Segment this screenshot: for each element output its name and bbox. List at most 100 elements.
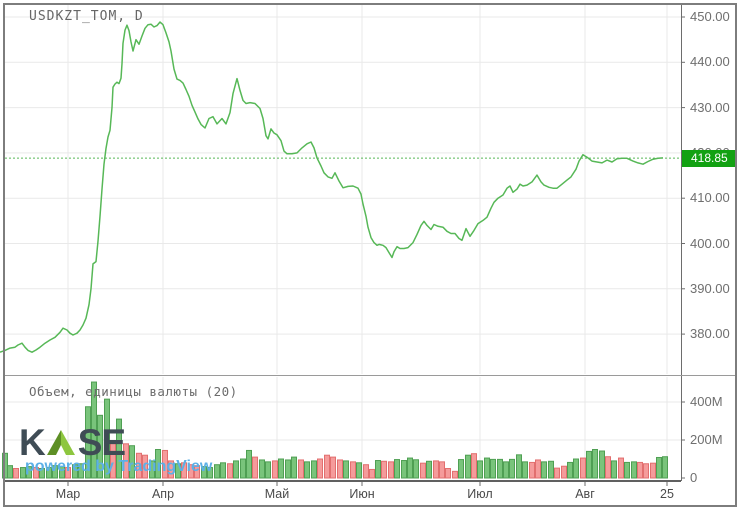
volume-bar	[26, 466, 32, 479]
volume-bar	[369, 468, 375, 479]
powered-by-tradingview-link[interactable]: powered by TradingView	[25, 458, 213, 475]
volume-bar	[599, 450, 605, 479]
volume-bar	[535, 459, 541, 479]
volume-bar	[59, 466, 65, 479]
volume-bar	[611, 460, 617, 479]
volume-bar	[343, 460, 349, 479]
last-price-badge: 418.85	[682, 149, 735, 167]
volume-bar	[573, 458, 579, 479]
symbol-label: USDKZT_TOM, D	[29, 9, 144, 24]
volume-bar	[407, 457, 413, 479]
volume-bar	[433, 460, 439, 479]
volume-bar	[13, 468, 19, 479]
volume-bar	[637, 461, 643, 479]
volume-bar	[452, 470, 458, 479]
pane-separator[interactable]	[5, 375, 735, 376]
price-tick-label: 390.00	[690, 280, 730, 296]
volume-bar	[142, 454, 148, 479]
volume-bar	[78, 463, 84, 479]
price-tick-label: 380.00	[690, 326, 730, 342]
volume-bar	[233, 460, 239, 479]
volume-bar	[388, 461, 394, 479]
volume-bar	[509, 458, 515, 479]
volume-bar	[85, 406, 91, 479]
time-tick-label: Июн	[349, 487, 375, 501]
price-tick-label: 400.00	[690, 235, 730, 251]
volume-bar	[7, 465, 13, 479]
volume-bar	[97, 414, 103, 479]
volume-bar	[181, 462, 187, 479]
volume-bar	[207, 467, 213, 479]
volume-bar	[477, 460, 483, 479]
volume-bar	[39, 468, 45, 479]
volume-bar	[252, 456, 258, 479]
volume-bar	[136, 452, 142, 479]
volume-tick-label: 0	[690, 470, 698, 485]
price-tick-label: 450.00	[690, 9, 730, 24]
time-tick-label: Апр	[151, 487, 175, 501]
volume-bar	[33, 467, 39, 479]
volume-bar	[2, 452, 8, 479]
volume-bar	[116, 418, 122, 479]
volume-bar	[516, 454, 522, 479]
volume-bar	[490, 458, 496, 479]
volume-bar	[317, 458, 323, 479]
volume-bar	[291, 456, 297, 479]
volume-bar	[605, 456, 611, 479]
volume-bar	[214, 464, 220, 479]
volume-bar	[149, 460, 155, 479]
volume-bar	[298, 459, 304, 479]
volume-bar	[439, 461, 445, 479]
volume-bar	[381, 460, 387, 479]
volume-bar	[304, 461, 310, 479]
volume-bar	[272, 460, 278, 479]
volume-bar	[401, 460, 407, 479]
volume-bar	[259, 459, 265, 479]
volume-bar	[285, 459, 291, 479]
volume-bar	[91, 381, 97, 479]
time-tick-label: Мар	[55, 487, 81, 501]
volume-bar	[484, 457, 490, 479]
volume-bar	[375, 460, 381, 479]
volume-bar	[123, 443, 129, 479]
volume-bar	[129, 445, 135, 479]
volume-bar	[330, 456, 336, 479]
volume-bar	[445, 468, 451, 479]
price-tick-label: 440.00	[690, 54, 730, 70]
volume-bar	[46, 467, 52, 479]
volume-bar	[548, 460, 554, 479]
volume-pane-label: Объем, единицы валюты (20)	[29, 384, 238, 399]
volume-bar	[363, 464, 369, 479]
volume-bar	[503, 461, 509, 479]
volume-bar	[220, 462, 226, 479]
volume-bar	[52, 465, 58, 479]
volume-bar	[227, 463, 233, 479]
volume-bar	[110, 441, 116, 479]
volume-bar	[240, 458, 246, 479]
price-tick-label: 430.00	[690, 99, 730, 115]
volume-pane-bottom-border	[5, 480, 681, 482]
volume-bar	[522, 461, 528, 479]
volume-bar	[104, 398, 110, 479]
volume-tick-label: 200M	[690, 432, 723, 447]
volume-bar	[72, 464, 78, 479]
volume-bar	[155, 449, 161, 479]
volume-bar	[356, 462, 362, 479]
volume-bar	[188, 464, 194, 479]
volume-bar	[650, 462, 656, 479]
time-tick-label: Июл	[467, 487, 493, 501]
last-price-value: 418.85	[691, 150, 728, 165]
volume-bar	[350, 461, 356, 479]
volume-bar	[541, 461, 547, 479]
price-axis[interactable]: 450.00440.00430.00420.00410.00400.00390.…	[681, 0, 740, 520]
volume-bar	[420, 462, 426, 479]
volume-bar	[201, 466, 207, 479]
volume-bar	[413, 459, 419, 479]
volume-bar	[194, 465, 200, 479]
time-axis[interactable]: Мар Апр Май Июн Июл Авг 25	[0, 482, 740, 506]
price-tick-label: 410.00	[690, 190, 730, 206]
volume-bar	[471, 453, 477, 479]
volume-bar	[497, 458, 503, 479]
